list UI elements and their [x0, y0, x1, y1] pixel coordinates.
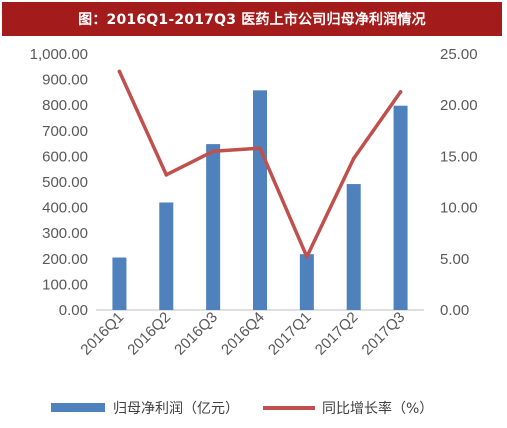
growth-rate-point-2017Q3 [398, 90, 403, 94]
y-left-tick-label: 600.00 [42, 148, 88, 165]
x-tick-label: 2016Q4 [218, 309, 268, 359]
x-tick-label: 2017Q2 [312, 309, 362, 359]
x-tick-label: 2017Q3 [359, 309, 409, 359]
growth-rate-point-2017Q1 [305, 254, 309, 259]
y-right-tick-label: 15.00 [440, 148, 478, 165]
growth-rate-point-2016Q1 [117, 69, 122, 74]
y-left-tick-label: 0.00 [59, 302, 88, 319]
y-left-tick-label: 1,000.00 [30, 46, 88, 63]
x-tick-label: 2017Q1 [265, 309, 315, 359]
growth-rate-point-2017Q2 [351, 156, 356, 161]
chart-title: 图：2016Q1-2017Q3 医药上市公司归母净利润情况 [2, 2, 502, 36]
growth-rate-point-2016Q4 [258, 146, 262, 151]
y-right-tick-label: 10.00 [440, 200, 478, 217]
bar-2016Q3 [206, 144, 221, 310]
x-tick-label: 2016Q2 [124, 309, 174, 359]
bar-2017Q3 [393, 105, 408, 310]
growth-rate-point-2016Q3 [211, 149, 215, 154]
legend-label-bar: 归母净利润（亿元） [113, 400, 239, 417]
growth-rate-point-2016Q2 [164, 173, 169, 177]
y-right-tick-label: 0.00 [440, 302, 469, 319]
bar-2016Q1 [112, 257, 127, 310]
bar-2017Q1 [299, 254, 314, 310]
legend-label-line: 同比增长率（%） [322, 400, 433, 417]
y-right-tick-label: 5.00 [440, 251, 469, 268]
bar-2017Q2 [346, 184, 361, 310]
y-right-tick-label: 20.00 [440, 97, 478, 114]
y-left-tick-label: 100.00 [42, 276, 88, 293]
x-tick-label: 2016Q3 [171, 309, 221, 359]
y-left-tick-label: 900.00 [42, 72, 88, 89]
y-left-tick-label: 200.00 [42, 251, 88, 268]
legend-swatch-bar [51, 403, 105, 412]
bar-2016Q2 [159, 202, 174, 310]
bar-2016Q4 [253, 90, 267, 311]
y-left-tick-label: 300.00 [42, 225, 88, 242]
y-left-tick-label: 800.00 [42, 97, 88, 114]
y-left-tick-label: 400.00 [42, 200, 88, 217]
y-left-tick-label: 700.00 [42, 123, 88, 140]
y-left-tick-label: 500.00 [42, 174, 88, 191]
y-right-tick-label: 25.00 [440, 46, 478, 63]
